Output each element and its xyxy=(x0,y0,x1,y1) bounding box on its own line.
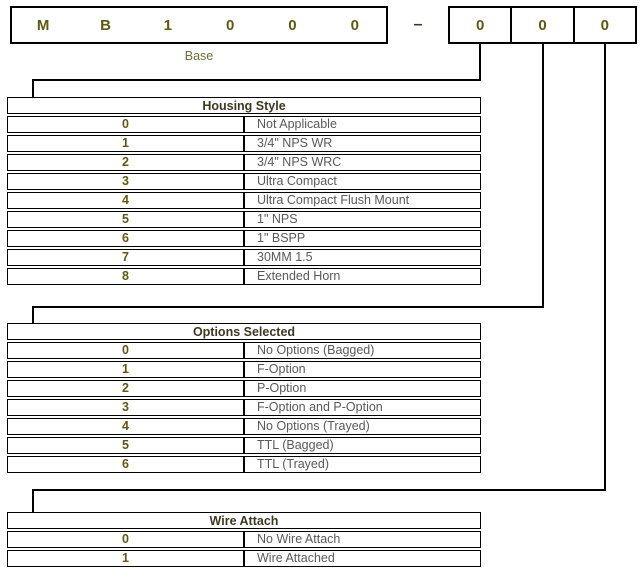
option-description: TTL (Trayed) xyxy=(244,456,481,473)
option-description: 1" BSPP xyxy=(244,230,481,247)
option-description: TTL (Bagged) xyxy=(244,437,481,454)
part-char: M xyxy=(36,16,50,34)
suffix-char-options-selected: 0 xyxy=(510,8,572,42)
table-row: 5 TTL (Bagged) xyxy=(7,437,481,454)
table-row: 7 30MM 1.5 xyxy=(7,249,481,266)
option-description: 3/4" NPS WR xyxy=(244,135,481,152)
option-code: 7 xyxy=(7,249,244,266)
option-code: 8 xyxy=(7,268,244,285)
table-header-row: Options Selected xyxy=(7,323,481,340)
option-code: 0 xyxy=(7,531,244,548)
table-row: 8 Extended Horn xyxy=(7,268,481,285)
connector-line xyxy=(32,306,544,308)
option-code: 2 xyxy=(7,154,244,171)
table-row: 0 No Options (Bagged) xyxy=(7,342,481,359)
option-description: No Options (Trayed) xyxy=(244,418,481,435)
connector-line xyxy=(479,44,481,81)
table-row: 4 No Options (Trayed) xyxy=(7,418,481,435)
table-row: 1 F-Option xyxy=(7,361,481,378)
option-code: 5 xyxy=(7,211,244,228)
table-title: Housing Style xyxy=(7,97,481,114)
housing-style-table: Housing Style 0 Not Applicable 1 3/4" NPS … xyxy=(7,95,481,287)
option-code: 4 xyxy=(7,418,244,435)
option-code: 6 xyxy=(7,230,244,247)
part-char: 0 xyxy=(225,16,235,34)
table-row: 6 1" BSPP xyxy=(7,230,481,247)
table-row: 0 Not Applicable xyxy=(7,116,481,133)
table-row: 2 3/4" NPS WRC xyxy=(7,154,481,171)
connector-line xyxy=(604,44,606,491)
table-row: 0 No Wire Attach xyxy=(7,531,481,548)
connector-line xyxy=(32,489,606,491)
option-code: 2 xyxy=(7,380,244,397)
option-description: F-Option and P-Option xyxy=(244,399,481,416)
option-description: 30MM 1.5 xyxy=(244,249,481,266)
option-code: 0 xyxy=(7,116,244,133)
connector-line xyxy=(32,489,34,512)
suffix-char-wire-attach: 0 xyxy=(572,8,635,42)
table-row: 1 Wire Attached xyxy=(7,550,481,567)
option-code: 1 xyxy=(7,361,244,378)
table-title: Wire Attach xyxy=(7,512,481,529)
part-number-base-box: M B 1 0 0 0 xyxy=(10,6,388,44)
option-code: 6 xyxy=(7,456,244,473)
option-code: 1 xyxy=(7,550,244,567)
option-description: 1" NPS xyxy=(244,211,481,228)
option-description: Wire Attached xyxy=(244,550,481,567)
table-row: 3 Ultra Compact xyxy=(7,173,481,190)
option-description: Ultra Compact Flush Mount xyxy=(244,192,481,209)
option-code: 1 xyxy=(7,135,244,152)
option-description: Extended Horn xyxy=(244,268,481,285)
option-code: 3 xyxy=(7,173,244,190)
table-row: 5 1" NPS xyxy=(7,211,481,228)
connector-line xyxy=(32,306,34,323)
base-label: Base xyxy=(184,49,214,63)
connector-line xyxy=(32,79,34,97)
table-header-row: Housing Style xyxy=(7,97,481,114)
table-row: 6 TTL (Trayed) xyxy=(7,456,481,473)
table-row: 2 P-Option xyxy=(7,380,481,397)
table-row: 3 F-Option and P-Option xyxy=(7,399,481,416)
table-row: 4 Ultra Compact Flush Mount xyxy=(7,192,481,209)
part-char: 0 xyxy=(350,16,359,34)
part-char: B xyxy=(100,16,111,34)
suffix-char-housing-style: 0 xyxy=(475,16,485,34)
option-description: Not Applicable xyxy=(244,116,481,133)
connector-line xyxy=(542,44,544,308)
option-code: 5 xyxy=(7,437,244,454)
option-description: No Options (Bagged) xyxy=(244,342,481,359)
option-description: 3/4" NPS WRC xyxy=(244,154,481,171)
part-char: 0 xyxy=(288,16,297,34)
option-description: No Wire Attach xyxy=(244,531,481,548)
part-number-suffix-box: 0 0 0 xyxy=(448,6,637,44)
option-code: 3 xyxy=(7,399,244,416)
part-char: 1 xyxy=(163,16,172,34)
table-title: Options Selected xyxy=(7,323,481,340)
option-description: P-Option xyxy=(244,380,481,397)
option-description: Ultra Compact xyxy=(244,173,481,190)
wire-attach-table: Wire Attach 0 No Wire Attach 1 Wire Attach… xyxy=(7,510,481,569)
table-row: 1 3/4" NPS WR xyxy=(7,135,481,152)
connector-line xyxy=(32,79,481,81)
option-code: 0 xyxy=(7,342,244,359)
option-description: F-Option xyxy=(244,361,481,378)
option-code: 4 xyxy=(7,192,244,209)
table-header-row: Wire Attach xyxy=(7,512,481,529)
part-number-separator: – xyxy=(413,16,423,33)
